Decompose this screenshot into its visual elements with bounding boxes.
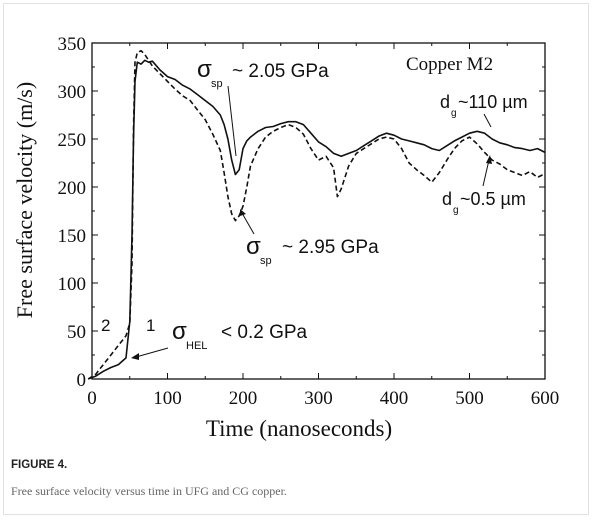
y-tick-label: 100 (58, 274, 87, 295)
figure-label: FIGURE 4. (11, 459, 68, 471)
y-tick-label: 300 (58, 82, 87, 103)
sigma-symbol: σ (197, 56, 212, 83)
annotation-value: < 0.2 GPa (221, 322, 308, 343)
annotation-pointer (483, 113, 492, 128)
annotation-pointer (135, 347, 169, 358)
sigma-subscript: sp (211, 78, 223, 90)
curve-label-1: 1 (146, 316, 155, 335)
annotation-value: ~ 2.05 GPa (232, 61, 329, 82)
sigma-subscript: sp (260, 255, 272, 267)
annotation-pointer (241, 212, 255, 235)
figure-caption: Free surface velocity versus time in UFG… (11, 484, 287, 498)
grain-base: d (442, 189, 452, 209)
annotation-pointer (227, 85, 237, 157)
y-axis-label: Free surface velocity (m/s) (12, 82, 37, 318)
y-tick-label: 250 (58, 130, 87, 151)
arrow-head (131, 353, 139, 360)
series-layer (87, 49, 546, 380)
y-tick-label: 200 (58, 178, 87, 199)
grain-base: d (440, 92, 450, 112)
y-tick-label: 350 (58, 34, 87, 55)
arrow-head (486, 155, 492, 164)
annotation-value: ~ 2.95 GPa (282, 237, 379, 258)
x-axis-label: Time (nanoseconds) (206, 416, 392, 441)
annotation-pointer (482, 159, 490, 187)
annotation-spall-lower: σ sp ~ 2.95 GPa (240, 209, 379, 267)
annotation-hel: σ HEL < 0.2 GPa (131, 318, 308, 360)
x-tick-label: 600 (531, 388, 560, 409)
plot-area (91, 42, 546, 380)
arrow-head (240, 209, 246, 216)
x-axis-ticks: 0 100 200 300 400 500 600 (87, 43, 559, 409)
grain-value: ~0.5 µm (460, 189, 526, 209)
sigma-symbol: σ (246, 233, 261, 260)
annotation-grain-coarse: d g ~110 µm (440, 92, 528, 128)
y-tick-label: 0 (77, 370, 87, 391)
annotation-grain-fine: d g ~0.5 µm (442, 155, 526, 216)
line-chart: 0 50 100 150 200 250 300 350 0 100 200 300 400 500 60… (12, 34, 559, 441)
annotation-spall-upper: σ sp ~ 2.05 GPa (197, 56, 329, 157)
grain-value: ~110 µm (458, 92, 528, 112)
y-tick-label: 50 (67, 322, 86, 343)
x-tick-label: 400 (380, 388, 409, 409)
sigma-symbol: σ (172, 318, 187, 345)
grain-subscript: g (451, 108, 457, 119)
x-tick-label: 500 (455, 388, 484, 409)
x-tick-label: 200 (229, 388, 258, 409)
series-line-fine-grain (87, 49, 546, 380)
curve-label-2: 2 (101, 316, 110, 335)
x-tick-label: 100 (153, 388, 182, 409)
x-tick-label: 0 (87, 388, 97, 409)
grain-subscript: g (453, 205, 459, 216)
y-tick-label: 150 (58, 226, 87, 247)
chart-title: Copper M2 (406, 54, 493, 75)
series-line-coarse-grain (87, 59, 546, 380)
x-tick-label: 300 (304, 388, 333, 409)
sigma-subscript: HEL (186, 340, 207, 352)
figure-frame (3, 3, 589, 515)
y-axis-ticks: 0 50 100 150 200 250 300 350 (58, 34, 545, 391)
